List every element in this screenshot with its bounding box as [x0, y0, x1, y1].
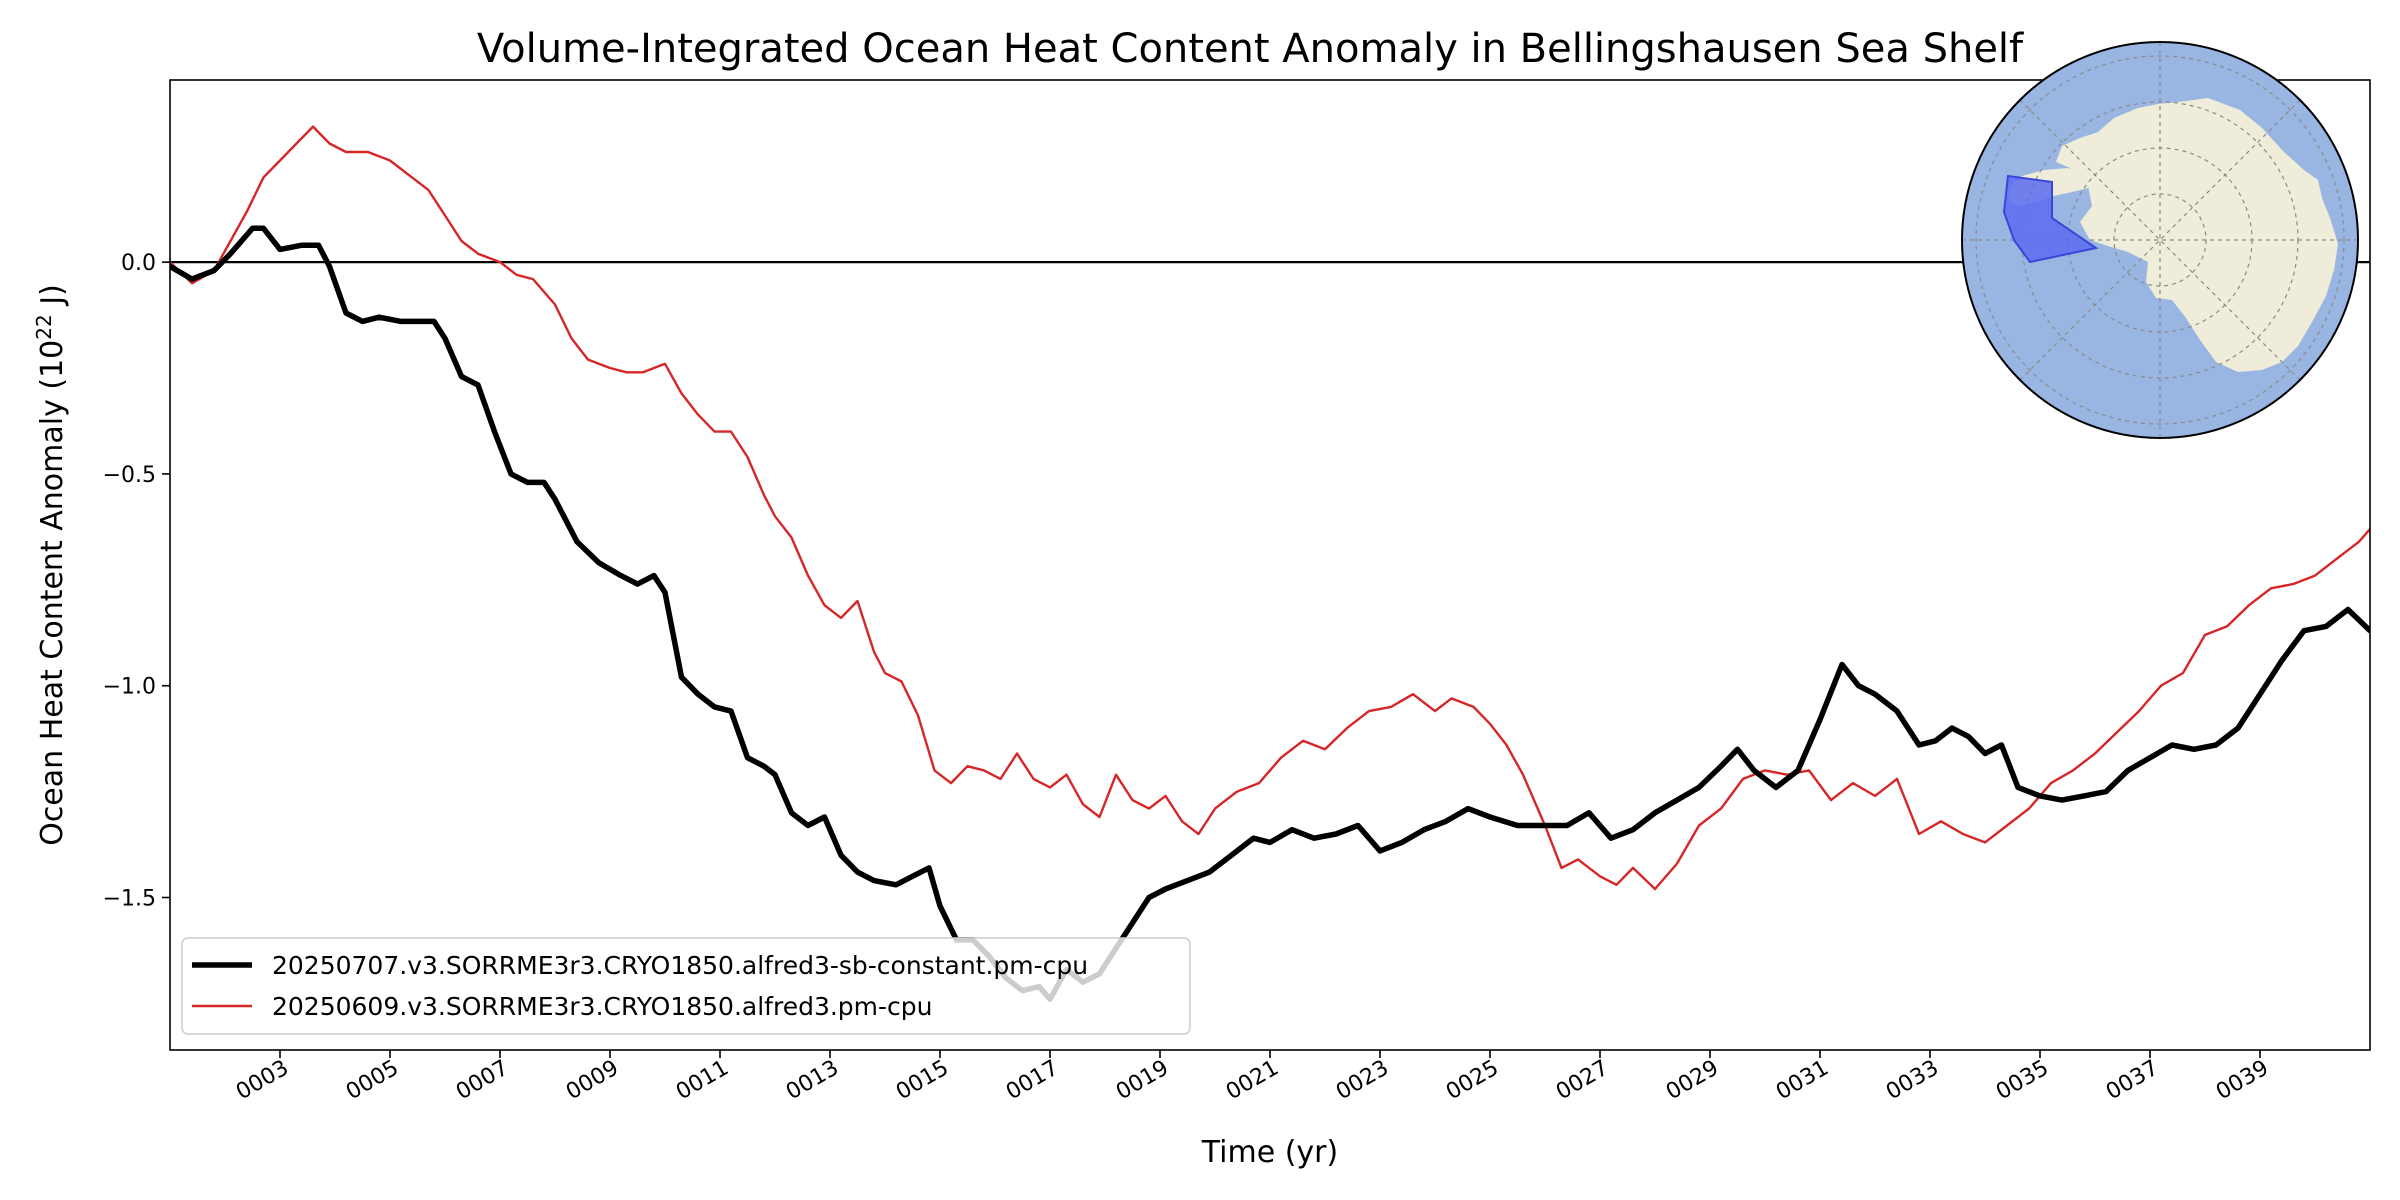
y-axis-label-unit: J)	[35, 284, 70, 314]
inset-polar-map	[1961, 41, 2359, 439]
x-axis-label: Time (yr)	[1201, 1135, 1338, 1170]
inset-antarctica-land	[2056, 98, 2338, 372]
y-tick-label: −1.0	[103, 675, 156, 700]
y-axis-ticks: 0.0 −0.5 −1.0 −1.5	[103, 251, 170, 912]
series-line-red	[170, 125, 2370, 891]
legend-label-black: 20250707.v3.SORRME3r3.CRYO1850.alfred3-s…	[272, 951, 1088, 980]
y-tick-label: 0.0	[121, 251, 156, 276]
legend-box	[181, 937, 1191, 1035]
series-layer	[170, 125, 2370, 1002]
inset-border	[1961, 41, 2359, 439]
y-axis-label-main: Ocean Heat Content Anomaly (10	[35, 340, 70, 846]
y-axis-label-exponent: 22	[32, 314, 56, 339]
chart-title: Volume-Integrated Ocean Heat Content Ano…	[477, 26, 2024, 72]
legend: 20250707.v3.SORRME3r3.CRYO1850.alfred3-s…	[181, 937, 1191, 1035]
y-axis-label: Ocean Heat Content Anomaly (1022 J)	[32, 284, 70, 846]
y-tick-label: −0.5	[103, 463, 156, 488]
series-line-black	[170, 225, 2370, 1002]
inset-region-highlight	[2002, 174, 2099, 264]
legend-label-red: 20250609.v3.SORRME3r3.CRYO1850.alfred3.p…	[272, 992, 933, 1021]
y-tick-label: −1.5	[103, 887, 156, 912]
